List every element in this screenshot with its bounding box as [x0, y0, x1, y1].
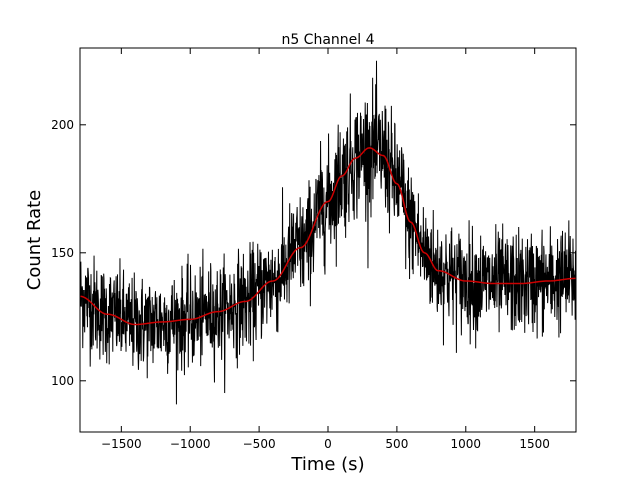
x-tick-label: 1000: [451, 437, 482, 451]
y-tick-label: 100: [51, 374, 74, 388]
smooth-fit-line: [80, 147, 576, 326]
y-tick-label: 200: [51, 118, 74, 132]
plot-area: [80, 60, 576, 405]
x-tick-label: −1500: [101, 437, 142, 451]
x-tick-label: −1000: [170, 437, 211, 451]
x-tick-label: 500: [385, 437, 408, 451]
axes: −1500 −1000 −500 0 500 1000 1500 100 150 200: [51, 47, 577, 451]
x-tick-label: −500: [243, 437, 276, 451]
noisy-count-rate-line: [80, 60, 576, 405]
x-axis-label: Time (s): [290, 454, 364, 475]
chart-title: n5 Channel 4: [281, 32, 374, 48]
y-tick-label: 150: [51, 246, 74, 260]
x-tick-label: 1500: [519, 437, 550, 451]
x-tick-label: 0: [324, 437, 332, 451]
y-axis-label: Count Rate: [24, 190, 45, 290]
